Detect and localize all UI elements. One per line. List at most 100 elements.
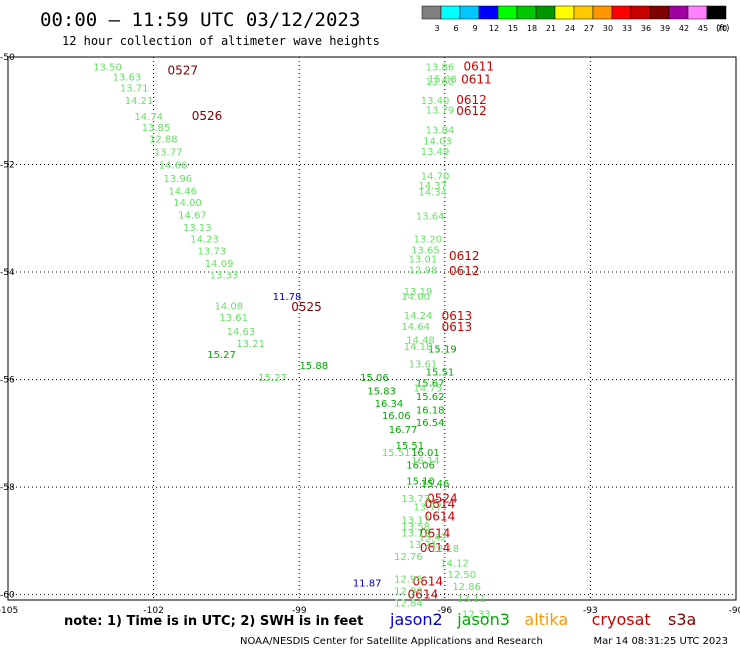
data-point-label: 13.21 [236, 339, 265, 350]
data-point-label: 12.18 [430, 544, 459, 555]
plot-area [7, 56, 737, 601]
colorbar-swatch [535, 5, 556, 20]
data-point-label: 15.08 [428, 75, 457, 86]
data-point-label: 13.77 [154, 148, 183, 159]
data-point-label: 13.64 [416, 212, 445, 223]
data-point-label: 13.17 [401, 515, 430, 526]
data-point-label: 16.06 [382, 411, 411, 422]
y-axis: -50 -52 -54 -56 -58 -60 [0, 53, 15, 601]
legend: jason2 jason3 altika cryosat s3a [389, 610, 696, 629]
data-point-label: 12.96 [394, 574, 423, 585]
data-point-label: 14.23 [190, 235, 219, 246]
data-point-label: 12.90 [394, 586, 423, 597]
data-point-label: 13.77 [413, 502, 442, 513]
colorbar-swatch [630, 5, 651, 20]
data-point-label: 13.40 [421, 96, 450, 107]
data-point-label: 15.67 [416, 378, 445, 389]
data-point-label: 13.60 [426, 77, 455, 88]
data-point-label: 15.62 [416, 392, 445, 403]
data-point-label: 0612 [449, 249, 480, 263]
colorbar-swatch [706, 5, 727, 20]
data-point-label: 0527 [167, 63, 198, 77]
y-tick-label: -52 [0, 161, 15, 171]
data-point-label: 0526 [192, 109, 223, 123]
data-point-label: 0612 [449, 264, 480, 278]
data-point-label: 0612 [456, 104, 487, 118]
colorbar-swatch [668, 5, 689, 20]
data-point-label: 14.03 [423, 136, 452, 147]
data-point-label: 14.08 [215, 301, 244, 312]
data-point-label: 16.34 [375, 399, 404, 410]
x-tick-label: -90 [729, 606, 740, 616]
colorbar-swatch [497, 5, 518, 20]
colorbar-tick-label: 12 [489, 24, 499, 33]
data-point-label: 13.42 [418, 533, 447, 544]
colorbar-unit-label: (ft) [716, 24, 730, 34]
colorbar-swatch [516, 5, 537, 20]
colorbar-swatch [421, 5, 442, 20]
colorbar-swatch [611, 5, 632, 20]
data-point-label: 0614 [420, 541, 451, 555]
footer-credit: NOAA/NESDIS Center for Satellite Applica… [240, 636, 543, 647]
data-point-label: 0611 [463, 60, 494, 74]
data-point-label: 13.85 [142, 123, 171, 134]
data-labels: 11.7811.8715.2715.8815.0615.8316.3416.06… [93, 60, 494, 621]
data-point-label: 14.37 [418, 181, 447, 192]
x-tick-label: -96 [437, 606, 452, 616]
data-point-label: 12.50 [447, 570, 476, 581]
data-point-label: 15.06 [360, 373, 389, 384]
data-point-label: 0614 [408, 588, 439, 602]
colorbar-swatch [649, 5, 670, 20]
legend-item: altika [524, 610, 568, 629]
data-point-label: 13.79 [426, 106, 455, 117]
data-point-label: 13.21 [409, 540, 438, 551]
colorbar-swatch [440, 5, 461, 20]
data-point-label: 12.84 [394, 599, 423, 610]
colorbar-tick-label: 3 [434, 24, 439, 33]
x-tick-label: -99 [292, 606, 307, 616]
data-point-label: 14.09 [205, 259, 234, 270]
data-point-label: 16.06 [406, 461, 435, 472]
data-point-label: 15.51 [426, 368, 455, 379]
chart-title: 00:00 – 11:59 UTC 03/12/2023 [40, 9, 360, 31]
x-tick-label: -102 [143, 606, 163, 616]
legend-item: jason2 [389, 610, 443, 629]
data-point-label: 14.00 [173, 198, 202, 209]
data-point-label: 15.10 [406, 477, 435, 488]
data-point-label: 14.18 [404, 342, 433, 353]
colorbar-tick-label: 33 [622, 24, 632, 33]
colorbar-tick-label: 6 [453, 24, 458, 33]
data-point-label: 0613 [442, 309, 473, 323]
data-point-label: 16.18 [416, 406, 445, 417]
data-point-label: 13.96 [164, 174, 193, 185]
data-point-label: 13.58 [401, 522, 430, 533]
data-point-label: 0613 [442, 320, 473, 334]
data-point-label: 14.12 [440, 558, 469, 569]
colorbar: 3 6 9 12 15 18 21 24 27 30 33 36 39 42 45 70 [421, 5, 727, 33]
data-point-label: 13.20 [413, 235, 442, 246]
grid-lines [8, 57, 736, 600]
data-point-label: 0525 [291, 300, 322, 314]
data-point-label: 13.71 [120, 84, 149, 95]
data-point-label: 16.01 [411, 448, 440, 459]
colorbar-swatch [687, 5, 708, 20]
data-point-label: 15.46 [421, 479, 450, 490]
data-point-label: 12.88 [149, 135, 178, 146]
data-point-label: 0614 [425, 510, 456, 524]
data-point-label: 15.83 [367, 386, 396, 397]
colorbar-tick-label: 24 [565, 24, 575, 33]
data-point-label: 12.33 [462, 609, 491, 620]
data-point-label: 0614 [425, 497, 456, 511]
y-tick-label: -54 [0, 268, 15, 278]
data-point-label: 13.73 [401, 494, 430, 505]
data-point-label: 14.75 [413, 384, 442, 395]
colorbar-tick-label: 70 [717, 24, 727, 33]
data-point-label: 0611 [461, 73, 492, 87]
data-point-label: 14.24 [404, 311, 433, 322]
colorbar-tick-label: 15 [508, 24, 518, 33]
colorbar-tick-label: 27 [584, 24, 594, 33]
data-point-label: 13.61 [409, 359, 438, 370]
data-point-label: 14.67 [178, 211, 207, 222]
colorbar-tick-label: 30 [603, 24, 613, 33]
